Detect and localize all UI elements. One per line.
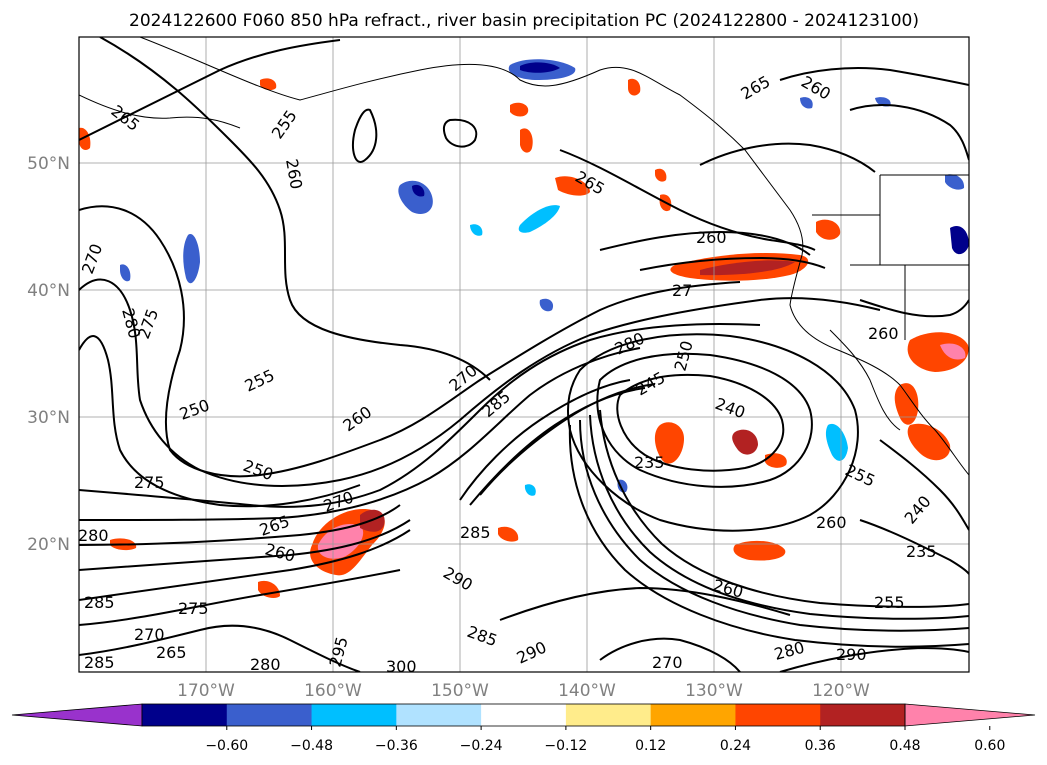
- coastlines: [79, 37, 969, 476]
- colorbar-segment: [311, 704, 397, 726]
- colorbar-extend-low: [11, 703, 143, 727]
- colorbar-tick-label: −0.48: [290, 738, 333, 754]
- contour-label: 265: [156, 643, 187, 662]
- positive-anomaly-alaska-1: [510, 102, 529, 117]
- lon-label: 130°W: [685, 681, 743, 701]
- lon-label: 120°W: [812, 681, 870, 701]
- positive-anomaly-alaska-5: [628, 78, 641, 96]
- contour-label: 275: [134, 473, 165, 492]
- lat-label: 50°N: [27, 154, 70, 174]
- negative-anomaly-canada-2: [945, 174, 965, 190]
- negative-anomaly-pacific-1: [398, 180, 433, 215]
- contour-label: 280: [250, 655, 281, 674]
- positive-anomaly-subtropic-1: [654, 422, 685, 464]
- colorbar-segments: [11, 703, 1036, 727]
- lat-label: 40°N: [27, 281, 70, 301]
- colorbar-tick-label: 0.36: [805, 738, 836, 754]
- negative-anomaly-canada: [950, 225, 969, 255]
- negative-anomaly-small-4: [524, 484, 536, 496]
- positive-anomaly-small-4: [498, 526, 519, 542]
- contour-label: 290: [836, 645, 867, 664]
- colorbar-tick-label: −0.60: [205, 738, 248, 754]
- colorbar-tick-label: 0.60: [974, 738, 1005, 754]
- negative-anomaly-small-3: [470, 224, 483, 236]
- lat-label: 30°N: [27, 408, 70, 428]
- colorbar-segment: [735, 704, 821, 726]
- map-frame: [78, 36, 970, 673]
- positive-anomaly-canada-1: [816, 219, 841, 240]
- colorbar-segment: [481, 704, 567, 726]
- longitude-labels: 170°W 160°W 150°W 140°W 130°W 120°W: [177, 681, 870, 701]
- positive-anomaly-alaska-3: [555, 176, 590, 196]
- colorbar-frame: [141, 703, 906, 727]
- negative-anomaly-gulf-alaska-core: [520, 62, 560, 73]
- negative-anomaly-pacific-1-core: [412, 184, 425, 197]
- colorbar-tick-label: 0.24: [720, 738, 751, 754]
- positive-anomaly-alaska-2: [520, 128, 533, 153]
- figure-title: 2024122600 F060 850 hPa refract., river …: [129, 11, 919, 31]
- colorbar-segment: [396, 704, 482, 726]
- shading-layer: [79, 59, 969, 598]
- colorbar-segment: [142, 704, 228, 726]
- positive-anomaly-west-edge: [79, 127, 91, 150]
- contour-label: 285: [84, 593, 115, 612]
- contour-label: 260: [868, 324, 899, 343]
- contour-label: 235: [906, 542, 937, 561]
- positive-anomaly-southwest-core: [940, 343, 966, 360]
- lon-label: 150°W: [431, 681, 489, 701]
- contour-label: 260: [816, 513, 847, 532]
- negative-anomaly-offshore: [825, 423, 848, 461]
- contour-label: 280: [78, 526, 109, 545]
- positive-anomaly-southwest-us: [907, 332, 969, 372]
- colorbar-tick-label: −0.12: [544, 738, 587, 754]
- lon-label: 140°W: [558, 681, 616, 701]
- lat-label: 20°N: [27, 535, 70, 555]
- colorbar: −0.60 −0.48 −0.36 −0.24 −0.12 0.12 0.24 0.36 0.4…: [11, 703, 1036, 754]
- contour-label: 285: [460, 523, 491, 542]
- contour-lines: [79, 37, 969, 672]
- negative-anomaly-small-2: [539, 298, 554, 312]
- positive-anomaly-california-core: [700, 260, 795, 276]
- negative-anomaly-pacific-2: [183, 234, 200, 284]
- contour-label: 275: [178, 599, 209, 618]
- graticule: [79, 37, 969, 672]
- contour-label: 270: [134, 625, 165, 644]
- negative-anomaly-pacific-3: [518, 205, 560, 233]
- positive-anomaly-alaska-4: [260, 78, 277, 91]
- colorbar-extend-high: [904, 703, 1036, 727]
- contour-label: 255: [874, 593, 905, 612]
- contour-label: 260: [696, 228, 727, 247]
- colorbar-segment: [650, 704, 736, 726]
- colorbar-tick-label: 0.48: [889, 738, 920, 754]
- positive-anomaly-subtropic-2: [732, 429, 758, 455]
- contour-label: 270: [652, 653, 683, 672]
- contour-label: 27: [672, 281, 692, 300]
- contour-label: 235: [634, 453, 665, 472]
- colorbar-segment: [226, 704, 313, 726]
- colorbar-segment: [820, 704, 906, 726]
- positive-anomaly-small-1: [655, 168, 667, 182]
- lon-label: 160°W: [304, 681, 362, 701]
- positive-anomaly-subtropic-4: [733, 540, 786, 561]
- latitude-labels: 50°N 40°N 30°N 20°N: [27, 154, 70, 555]
- lon-label: 170°W: [177, 681, 235, 701]
- colorbar-labels: −0.60 −0.48 −0.36 −0.24 −0.12 0.12 0.24 0.36 0.4…: [205, 726, 1005, 754]
- colorbar-segment: [565, 704, 652, 726]
- contour-label: 285: [84, 653, 115, 672]
- colorbar-tick-label: 0.12: [635, 738, 666, 754]
- negative-anomaly-small-7: [800, 97, 813, 109]
- colorbar-tick-label: −0.24: [460, 738, 503, 754]
- contour-label: 300: [386, 657, 417, 676]
- colorbar-tick-label: −0.36: [375, 738, 418, 754]
- positive-anomaly-mexico: [907, 423, 951, 461]
- map-panel: 265 255 260 270 280 275 265 260 265 260 …: [78, 37, 969, 676]
- positive-anomaly-baja: [894, 383, 919, 425]
- negative-anomaly-small-1: [120, 264, 131, 282]
